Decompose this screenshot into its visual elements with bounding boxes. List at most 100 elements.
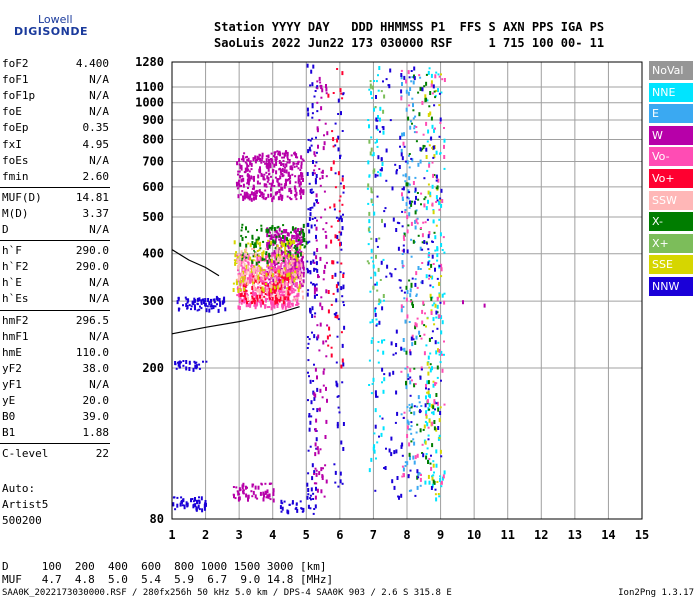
echo-dot	[408, 153, 411, 155]
echo-dot	[437, 341, 440, 344]
echo-dot	[431, 202, 434, 207]
echo-dot	[240, 264, 243, 267]
echo-dot	[415, 218, 418, 223]
echo-dot	[318, 471, 321, 476]
echo-dot	[285, 181, 287, 186]
echo-dot	[392, 353, 395, 356]
echo-dot	[367, 227, 370, 232]
echo-dot	[316, 110, 319, 113]
echo-dot	[235, 251, 238, 254]
echo-dot	[272, 498, 275, 503]
echo-dot	[372, 260, 375, 263]
echo-dot	[379, 117, 381, 122]
x-tick-label: 14	[601, 528, 615, 542]
echo-dot	[390, 436, 393, 441]
echo-dot	[309, 379, 312, 384]
echo-dot	[430, 116, 433, 121]
echo-dot	[185, 298, 188, 301]
echo-dot	[299, 169, 302, 171]
echo-dot	[283, 229, 286, 233]
echo-dot	[249, 161, 252, 166]
echo-dot	[280, 186, 283, 191]
echo-dot	[297, 228, 299, 233]
echo-dot	[272, 169, 275, 172]
echo-dot	[335, 382, 338, 387]
echo-dot	[414, 176, 417, 179]
echo-dot	[380, 90, 383, 93]
echo-dot	[402, 338, 405, 342]
echo-dot	[253, 300, 256, 305]
echo-dot	[283, 267, 286, 272]
echo-dot	[301, 252, 304, 257]
echo-dot	[374, 489, 377, 492]
echo-dot	[435, 402, 438, 405]
echo-dot	[260, 267, 263, 270]
echo-dot	[295, 256, 297, 259]
echo-dot	[269, 227, 272, 229]
echo-dot	[374, 308, 376, 313]
echo-dot	[389, 68, 392, 73]
echo-dot	[285, 269, 288, 274]
echo-dot	[412, 438, 415, 441]
echo-dot	[428, 105, 431, 108]
echo-dot	[416, 485, 419, 490]
echo-dot	[367, 202, 370, 205]
echo-dot	[339, 471, 342, 476]
echo-dot	[335, 361, 338, 364]
echo-dot	[192, 367, 195, 372]
echo-dot	[244, 273, 246, 275]
echo-dot	[414, 225, 417, 230]
echo-dot	[277, 285, 280, 290]
echo-dot	[443, 470, 446, 475]
echo-dot	[278, 254, 281, 259]
echo-dot	[335, 311, 338, 314]
echo-dot	[236, 256, 239, 259]
echo-dot	[376, 195, 379, 198]
echo-dot	[377, 361, 380, 364]
echo-dot	[324, 230, 327, 233]
echo-dot	[266, 242, 269, 246]
echo-dot	[409, 87, 412, 91]
echo-dot	[330, 353, 333, 358]
echo-dot	[196, 500, 198, 505]
echo-dot	[334, 144, 337, 147]
echo-dot	[273, 275, 276, 278]
echo-dot	[293, 278, 296, 283]
echo-dot	[436, 401, 439, 406]
x-tick-label: 6	[336, 528, 343, 542]
echo-dot	[246, 182, 249, 185]
footer-version: Ion2Png 1.3.17	[618, 588, 694, 598]
echo-dot	[182, 304, 184, 307]
echo-dot	[314, 495, 317, 500]
echo-dot	[300, 171, 302, 176]
echo-dot	[438, 349, 441, 353]
echo-dot	[302, 189, 305, 194]
legend-item-vo: Vo-	[649, 147, 693, 167]
echo-dot	[279, 279, 282, 282]
echo-dot	[287, 254, 290, 259]
echo-dot	[329, 206, 332, 209]
echo-dot	[268, 159, 270, 163]
echo-dot	[301, 510, 304, 513]
echo-dot	[283, 235, 286, 240]
echo-dot	[388, 84, 391, 89]
echo-dot	[246, 193, 249, 196]
echo-dot	[175, 367, 178, 370]
echo-dot	[274, 233, 277, 238]
echo-dot	[337, 406, 340, 409]
echo-dot	[184, 296, 187, 299]
echo-dot	[431, 443, 434, 448]
echo-dot	[302, 279, 305, 284]
echo-dot	[373, 271, 376, 274]
echo-dot	[273, 151, 276, 156]
echo-dot	[309, 494, 312, 497]
echo-dot	[265, 282, 267, 285]
echo-dot	[400, 289, 403, 292]
echo-dot	[300, 195, 302, 200]
echo-dot	[374, 424, 377, 429]
echo-dot	[322, 370, 325, 375]
echo-dot	[370, 339, 373, 344]
echo-dot	[287, 287, 290, 290]
echo-dot	[280, 254, 283, 257]
echo-dot	[401, 82, 403, 86]
